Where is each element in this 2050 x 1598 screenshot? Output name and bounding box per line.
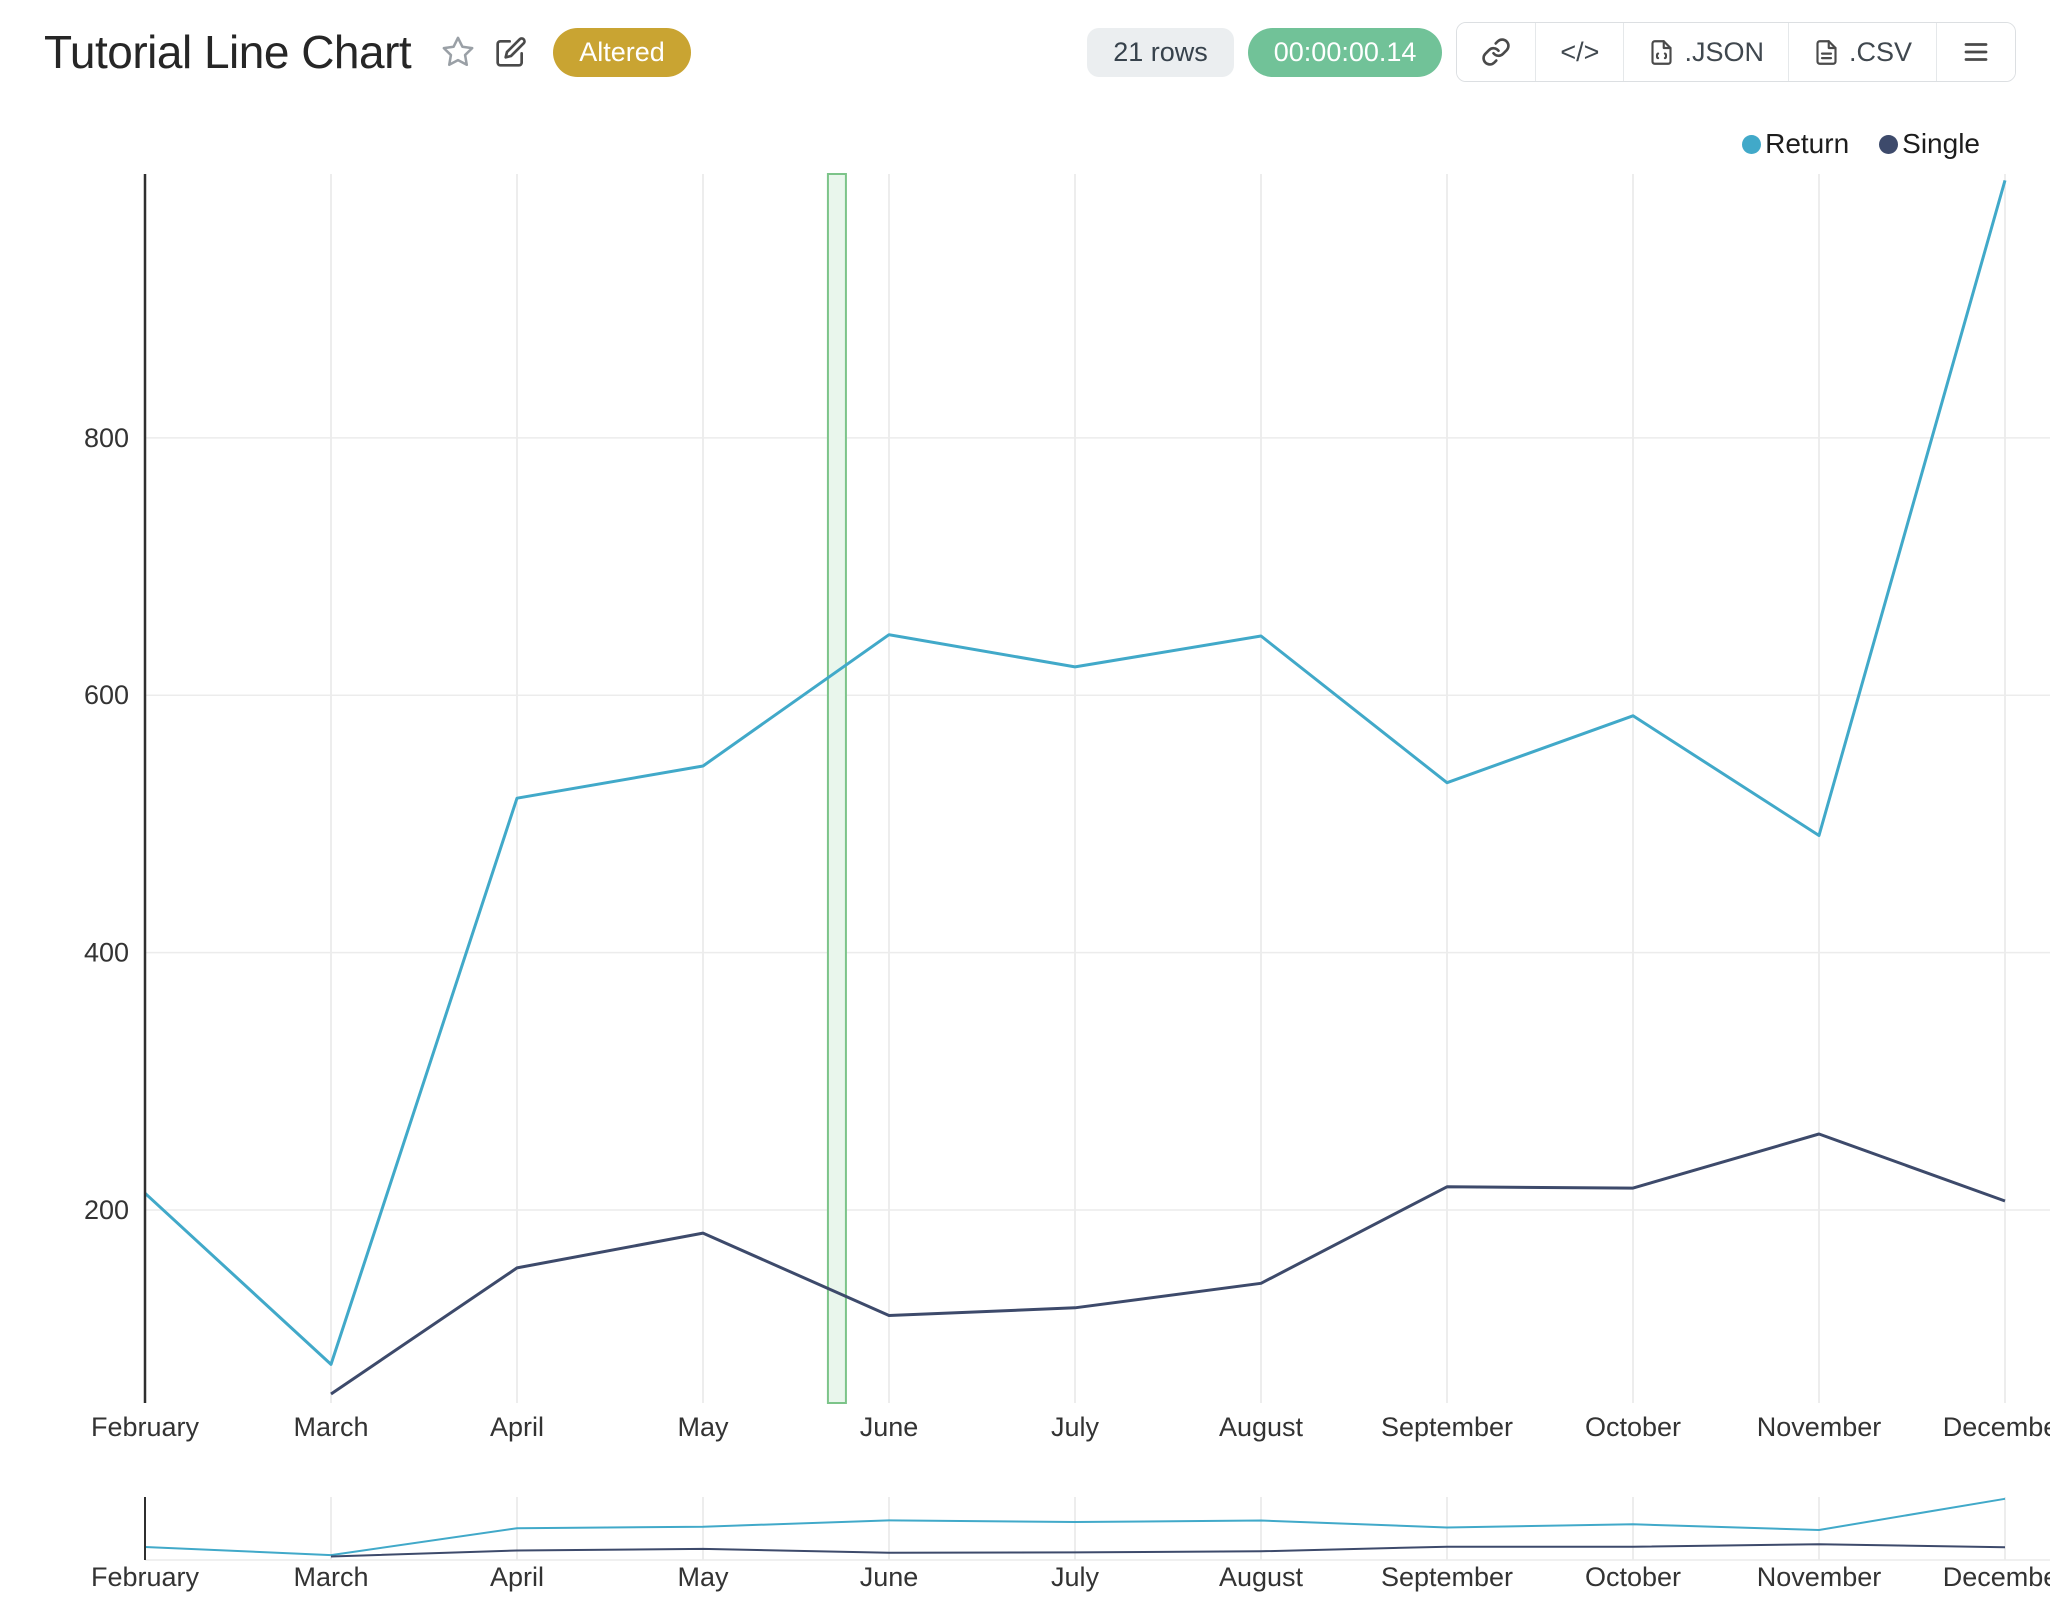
mini-x-axis-tick-label: July [1051,1562,1100,1592]
mini-series-line-return [144,1497,2006,1557]
edit-title-button[interactable] [495,36,527,68]
mini-x-axis-tick-label: February [91,1562,200,1592]
x-axis-tick-label: May [677,1412,729,1442]
x-axis-tick-label: December [1943,1412,2050,1442]
mini-x-axis-tick-label: April [490,1562,544,1592]
y-axis-tick-label: 800 [84,423,129,453]
x-axis-tick-label: September [1381,1412,1513,1442]
x-axis-tick-label: November [1757,1412,1882,1442]
status-badge: Altered [553,27,691,77]
mini-x-axis-tick-label: September [1381,1562,1513,1592]
embed-code-button[interactable]: </> [1535,23,1624,81]
code-icon: </> [1560,36,1600,67]
star-icon [442,36,474,67]
share-link-button[interactable] [1457,23,1536,81]
mini-x-axis-tick-label: October [1585,1562,1681,1592]
mini-x-axis-tick-label: May [677,1562,729,1592]
favorite-star-button[interactable] [441,35,475,69]
header: Tutorial Line Chart Altered 21 rows 00:0… [0,0,2050,82]
legend-label-single: Single [1902,128,1980,159]
mini-x-axis-tick-label: December [1943,1562,2050,1592]
highlight-band[interactable] [826,173,847,1404]
x-axis-tick-label: August [1219,1412,1304,1442]
runtime-badge: 00:00:00.14 [1247,27,1443,77]
x-axis-tick-label: February [91,1412,200,1442]
series-line-single[interactable] [330,1132,2006,1396]
x-axis-tick-label: July [1051,1412,1100,1442]
mini-x-axis-tick-label: June [860,1562,919,1592]
link-icon [1482,38,1511,66]
header-toolbar: 21 rows 00:00:00.14 </> .JSON [1087,22,2016,82]
y-axis-tick-label: 200 [84,1195,129,1225]
mini-x-axis-tick-label: March [293,1562,368,1592]
x-axis-tick-label: October [1585,1412,1681,1442]
page-title: Tutorial Line Chart [44,26,412,78]
row-count-badge: 21 rows [1087,27,1234,77]
menu-button[interactable] [1936,23,2015,81]
edit-icon [496,37,527,67]
legend-label-return: Return [1765,128,1850,159]
mini-x-axis-tick-label: August [1219,1562,1304,1592]
legend-item-return[interactable]: Return [1742,128,1849,160]
file-json-icon [1651,39,1673,65]
download-csv-button[interactable]: .CSV [1787,23,1936,81]
download-json-button[interactable]: .JSON [1623,23,1788,81]
export-button-group: </> .JSON .CSV [1456,22,2016,82]
single-series-swatch [1879,134,1899,154]
x-axis-tick-label: April [490,1412,544,1442]
mini-x-axis-tick-label: November [1757,1562,1882,1592]
mini-series-line-single [330,1543,2006,1558]
y-axis-tick-label: 400 [84,938,129,968]
series-line-return[interactable] [143,179,2007,1366]
y-axis-tick-label: 600 [84,680,129,710]
chart-legend: Return Single [1742,128,1980,160]
x-axis-tick-label: March [293,1412,368,1442]
legend-item-single[interactable]: Single [1879,128,1980,160]
x-axis-tick-label: June [860,1412,919,1442]
hamburger-menu-icon [1964,43,1988,61]
file-csv-icon [1816,39,1837,65]
return-series-swatch [1742,134,1762,154]
